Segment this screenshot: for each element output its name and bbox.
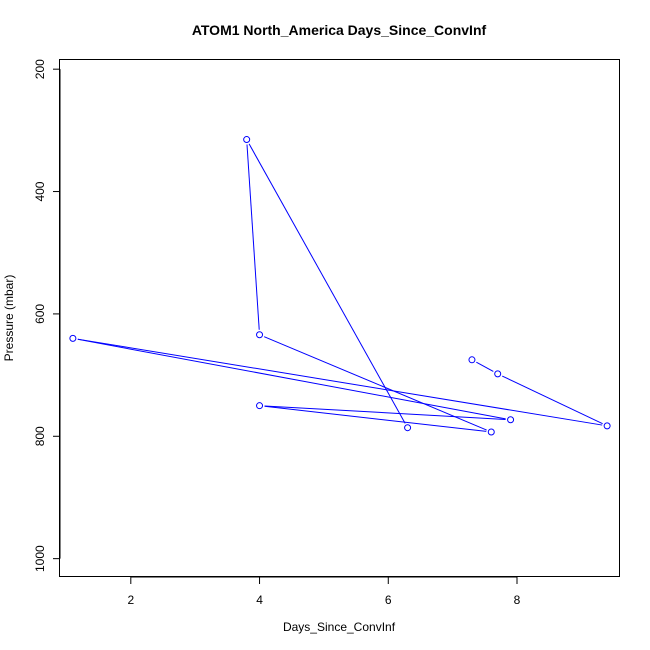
series-line-segment — [502, 375, 603, 425]
series-line-segment — [246, 144, 260, 330]
x-tick-label: 6 — [385, 593, 392, 607]
y-tick-label: 600 — [33, 304, 47, 324]
series-line-segment — [77, 338, 506, 420]
series-line-segment — [476, 361, 494, 372]
data-point — [494, 370, 502, 378]
series-line-segment — [264, 405, 487, 432]
data-point — [468, 356, 476, 364]
series-line-segment — [263, 336, 487, 431]
data-point — [243, 136, 251, 144]
x-axis: 2 4 6 8 — [127, 576, 521, 607]
data-point — [487, 428, 495, 436]
series-line-segment — [264, 405, 506, 420]
data-point — [256, 331, 264, 339]
x-tick-label: 2 — [127, 593, 134, 607]
y-tick-label: 200 — [33, 59, 47, 79]
x-tick-label: 4 — [256, 593, 263, 607]
y-tick-label: 1000 — [33, 545, 47, 572]
series-line-segment — [248, 143, 406, 424]
data-point — [603, 422, 611, 430]
y-tick-label: 800 — [33, 426, 47, 446]
x-tick-label: 8 — [514, 593, 521, 607]
series-layer — [69, 136, 611, 436]
chart-title: ATOM1 North_America Days_Since_ConvInf — [192, 22, 487, 38]
y-axis-label: Pressure (mbar) — [2, 275, 16, 362]
x-axis-label: Days_Since_ConvInf — [283, 620, 396, 634]
data-point — [69, 334, 77, 342]
data-point — [507, 416, 515, 424]
y-tick-label: 400 — [33, 181, 47, 201]
data-point — [404, 424, 412, 432]
data-point — [256, 402, 264, 410]
y-axis: 200 400 600 800 1000 — [33, 59, 61, 572]
series-line-segment — [77, 338, 603, 426]
